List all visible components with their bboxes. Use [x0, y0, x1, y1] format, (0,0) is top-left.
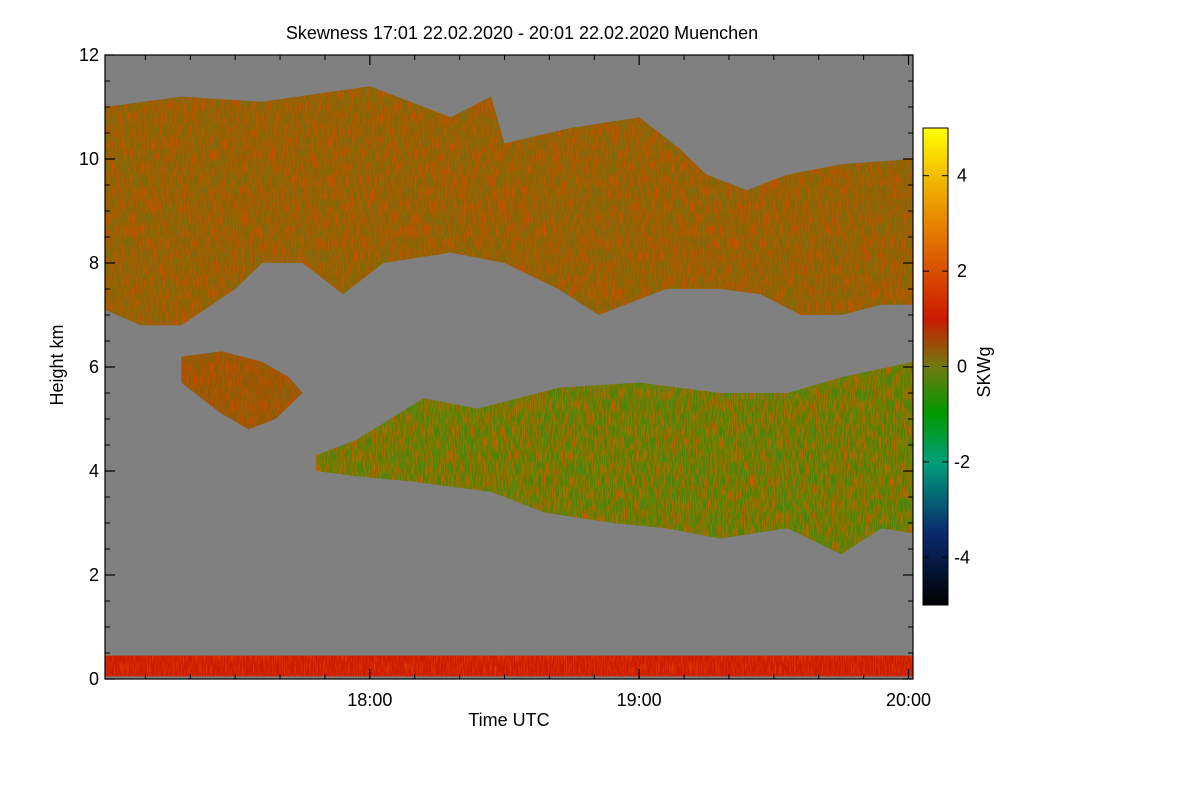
x-axis: 18:00 19:00 20:00 — [144, 55, 931, 710]
y-tick-label: 0 — [89, 669, 99, 689]
y-tick-label: 10 — [79, 149, 99, 169]
y-tick-label: 2 — [89, 565, 99, 585]
cloud-region-3 — [315, 361, 913, 555]
colorbar-label: SKWg — [974, 346, 994, 397]
cloud-regions — [105, 86, 913, 677]
colorbar-tick-label: 4 — [957, 166, 967, 186]
y-tick-label: 4 — [89, 461, 99, 481]
cloud-region-4 — [105, 655, 913, 677]
x-tick-label: 19:00 — [617, 690, 662, 710]
colorbar-tick-label: -2 — [954, 452, 970, 472]
y-axis-label: Height km — [47, 324, 67, 405]
y-axis: 0 2 4 6 8 10 12 — [79, 45, 913, 689]
colorbar-ticks: 4 2 0 -2 -4 — [923, 166, 970, 567]
cloud-region-1 — [105, 86, 913, 326]
y-tick-label: 8 — [89, 253, 99, 273]
colorbar-tick-label: 2 — [957, 261, 967, 281]
x-tick-label: 20:00 — [886, 690, 931, 710]
chart-title: Skewness 17:01 22.02.2020 - 20:01 22.02.… — [286, 23, 758, 43]
colorbar-tick-label: -4 — [954, 547, 970, 567]
x-tick-label: 18:00 — [347, 690, 392, 710]
x-axis-label: Time UTC — [468, 710, 549, 730]
cloud-region-2 — [181, 351, 303, 430]
y-tick-label: 12 — [79, 45, 99, 65]
colorbar-tick-label: 0 — [957, 357, 967, 377]
y-tick-label: 6 — [89, 357, 99, 377]
